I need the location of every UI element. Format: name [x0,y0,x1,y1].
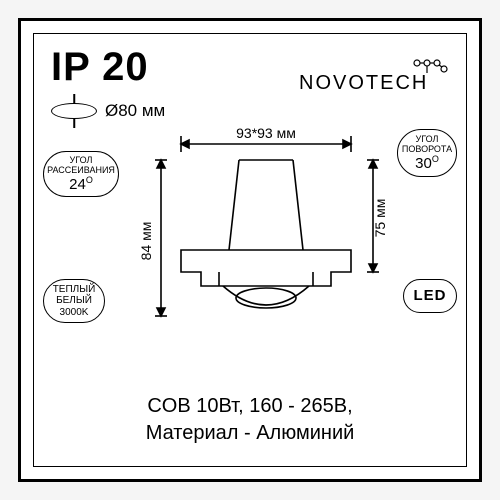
spec-line-2: Материал - Алюминий [21,420,479,447]
brand-text: NOVOTECH [299,72,428,94]
cutout-spec: Ø80 мм [51,101,165,121]
spec-text: COB 10Вт, 160 - 265В, Материал - Алюмини… [21,393,479,447]
spec-card: IP 20 NOVOTECH Ø80 мм УГОЛ РАССЕИВАНИЯ 2… [18,18,482,482]
rotation-angle-value: 30 [415,155,432,172]
cutout-hole-icon [51,103,97,119]
ip-rating: IP 20 [51,45,149,90]
rotation-angle-badge: УГОЛ ПОВОРОТА 30O [397,129,457,177]
beam-angle-badge: УГОЛ РАССЕИВАНИЯ 24O [43,151,119,197]
cutout-diameter: Ø80 мм [105,101,165,121]
beam-angle-label: УГОЛ РАССЕИВАНИЯ [47,155,115,176]
led-badge: LED [403,279,457,313]
rotation-angle-label: УГОЛ ПОВОРОТА [402,134,452,155]
spec-line-1: COB 10Вт, 160 - 265В, [21,393,479,420]
dim-height-recess: 75 мм [372,199,388,238]
beam-angle-value: 24 [69,176,86,193]
brand-logo: NOVOTECH [299,57,449,95]
color-temp-value: 3000K [60,307,89,319]
color-temp-badge: ТЕПЛЫЙ БЕЛЫЙ 3000K [43,279,105,323]
dim-width: 93*93 мм [236,126,296,141]
fixture-diagram: 93*93 мм 84 мм 75 мм [141,126,391,366]
dim-height-total: 84 мм [141,222,154,261]
